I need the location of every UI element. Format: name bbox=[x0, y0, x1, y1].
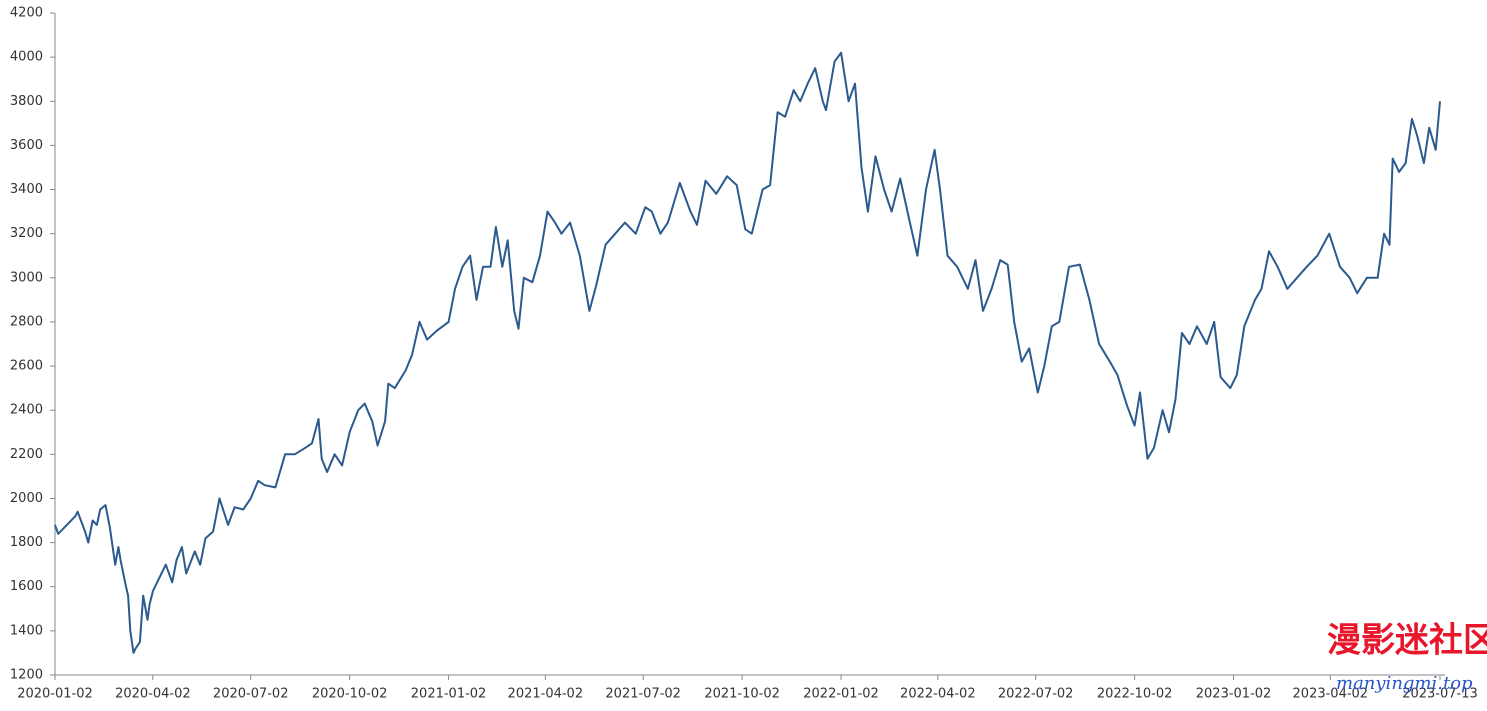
x-tick-label: 2022-10-02 bbox=[1097, 687, 1173, 702]
x-tick-label: 2020-07-02 bbox=[213, 687, 289, 702]
y-tick-label: 1600 bbox=[10, 579, 43, 594]
y-tick-label: 1800 bbox=[10, 535, 43, 550]
y-tick-label: 3800 bbox=[10, 94, 43, 109]
y-tick-label: 2600 bbox=[10, 359, 43, 374]
y-tick-label: 2800 bbox=[10, 314, 43, 329]
x-tick-label: 2021-10-02 bbox=[704, 687, 780, 702]
x-tick-label: 2023-07-13 bbox=[1402, 687, 1478, 702]
x-tick-label: 2021-04-02 bbox=[508, 687, 584, 702]
x-tick-label: 2021-07-02 bbox=[605, 687, 681, 702]
x-tick-label: 2023-04-02 bbox=[1293, 687, 1369, 702]
y-tick-label: 3000 bbox=[10, 270, 43, 285]
price-line bbox=[54, 51, 1441, 654]
y-tick-label: 2200 bbox=[10, 447, 43, 462]
x-tick-label: 2022-07-02 bbox=[998, 687, 1074, 702]
y-tick-label: 2000 bbox=[10, 491, 43, 506]
x-tick-label: 2021-01-02 bbox=[411, 687, 487, 702]
watermark-title: 漫影迷社区 bbox=[1327, 621, 1487, 661]
y-tick-label: 4000 bbox=[10, 50, 43, 65]
watermark-url: manyingmi.top bbox=[1336, 673, 1473, 694]
y-tick-label: 3600 bbox=[10, 138, 43, 153]
x-tick-label: 2020-04-02 bbox=[115, 687, 191, 702]
x-tick-label: 2022-01-02 bbox=[803, 687, 879, 702]
y-tick-label: 3200 bbox=[10, 226, 43, 241]
x-tick-label: 2020-01-02 bbox=[17, 687, 93, 702]
x-tick-label: 2022-04-02 bbox=[900, 687, 976, 702]
y-tick-label: 1200 bbox=[10, 668, 43, 683]
x-tick-label: 2023-01-02 bbox=[1196, 687, 1272, 702]
x-tick-label: 2020-10-02 bbox=[312, 687, 388, 702]
y-tick-label: 1400 bbox=[10, 623, 43, 638]
y-tick-label: 4200 bbox=[10, 6, 43, 21]
y-tick-label: 2400 bbox=[10, 403, 43, 418]
y-tick-label: 3400 bbox=[10, 182, 43, 197]
